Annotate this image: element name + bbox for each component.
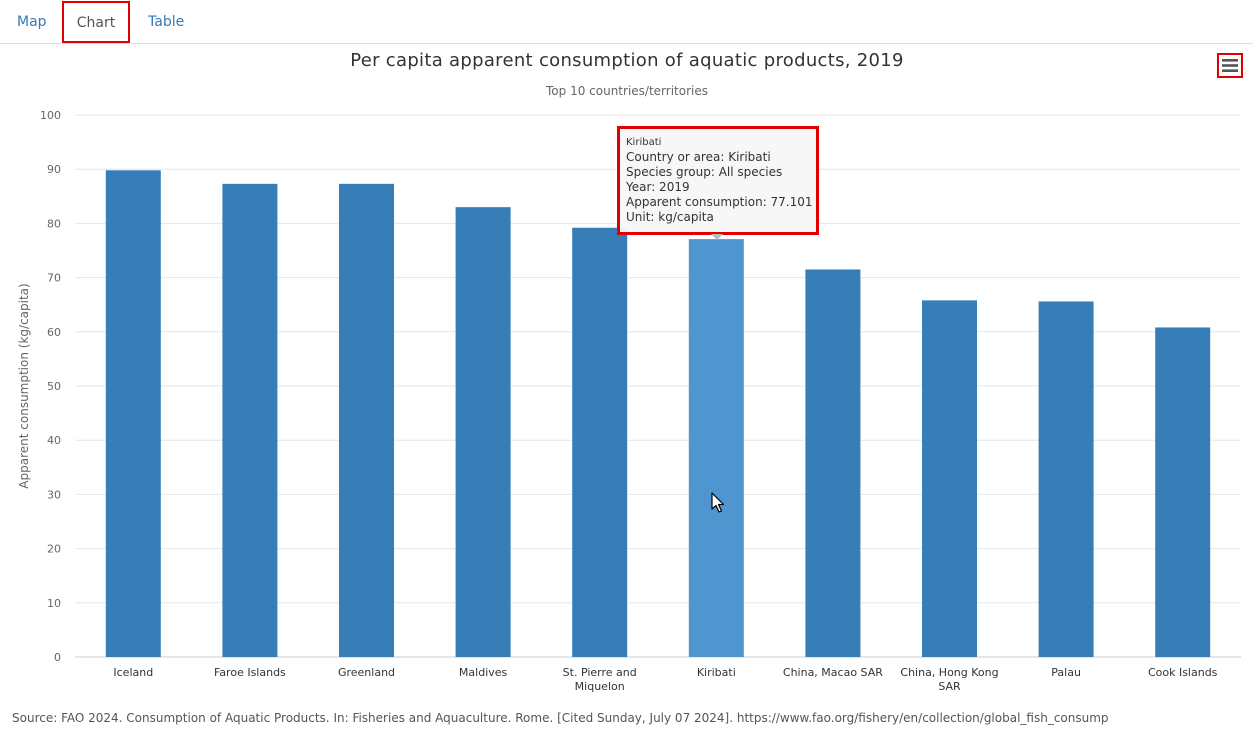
x-tick-label: Cook Islands [1148, 666, 1218, 679]
y-tick-label: 50 [47, 380, 61, 393]
chart-subtitle: Top 10 countries/territories [546, 84, 708, 98]
x-tick-label: Greenland [338, 666, 395, 679]
y-tick-label: 90 [47, 163, 61, 176]
bar-chart: 0 10 20 30 40 50 60 70 80 90 100 Apparent consumpti… [17, 109, 1241, 693]
tab-table[interactable]: Table [148, 14, 185, 30]
bar[interactable] [339, 183, 394, 658]
y-tick-label: 0 [54, 651, 61, 664]
y-tick-label: 100 [40, 109, 61, 122]
tab-chart[interactable]: Chart [62, 1, 130, 43]
bar[interactable] [805, 269, 861, 657]
chart-title: Per capita apparent consumption of aquat… [350, 50, 904, 71]
x-tick-label: Iceland [113, 666, 153, 679]
tooltip-pointer [711, 234, 723, 240]
tab-bar: Map Chart Table [0, 0, 1253, 44]
tooltip-header: Kiribati [626, 137, 662, 148]
bar[interactable] [1038, 301, 1094, 657]
tooltip-line-year: Year: 2019 [626, 180, 690, 194]
bar[interactable] [222, 183, 278, 658]
y-tick-label: 30 [47, 488, 61, 501]
x-tick-label: Kiribati [697, 666, 736, 679]
bar[interactable] [922, 300, 977, 657]
tooltip-line-country: Country or area: Kiribati [626, 150, 771, 164]
chart-menu-button[interactable] [1217, 53, 1243, 78]
y-tick-label: 20 [47, 543, 61, 556]
x-tick-label: China, Hong Kong SAR [900, 666, 998, 693]
bar[interactable] [572, 227, 628, 657]
x-tick-label: Palau [1051, 666, 1081, 679]
bar[interactable] [105, 170, 161, 657]
y-axis-title: Apparent consumption (kg/capita) [17, 283, 31, 488]
y-tick-label: 40 [47, 434, 61, 447]
hamburger-menu-icon [1222, 59, 1238, 72]
y-tick-label: 60 [47, 326, 61, 339]
tooltip-line-consumption: Apparent consumption: 77.101 [626, 195, 813, 209]
mouse-cursor-icon [711, 492, 725, 518]
bar[interactable] [1155, 327, 1211, 657]
tooltip-line-unit: Unit: kg/capita [626, 210, 714, 224]
source-caption: Source: FAO 2024. Consumption of Aquatic… [12, 711, 1109, 725]
y-tick-label: 70 [47, 272, 61, 285]
y-tick-label: 10 [47, 597, 61, 610]
tab-map[interactable]: Map [17, 14, 47, 30]
x-tick-label: Maldives [459, 666, 508, 679]
x-tick-label: China, Macao SAR [783, 666, 883, 679]
x-tick-label: Faroe Islands [214, 666, 286, 679]
bar[interactable] [455, 207, 511, 657]
x-tick-label: St. Pierre and Miquelon [563, 666, 637, 693]
bar[interactable] [688, 239, 744, 657]
chart-tooltip: Kiribati Country or area: Kiribati Speci… [617, 126, 819, 235]
y-tick-label: 80 [47, 217, 61, 230]
tooltip-line-species: Species group: All species [626, 165, 783, 179]
